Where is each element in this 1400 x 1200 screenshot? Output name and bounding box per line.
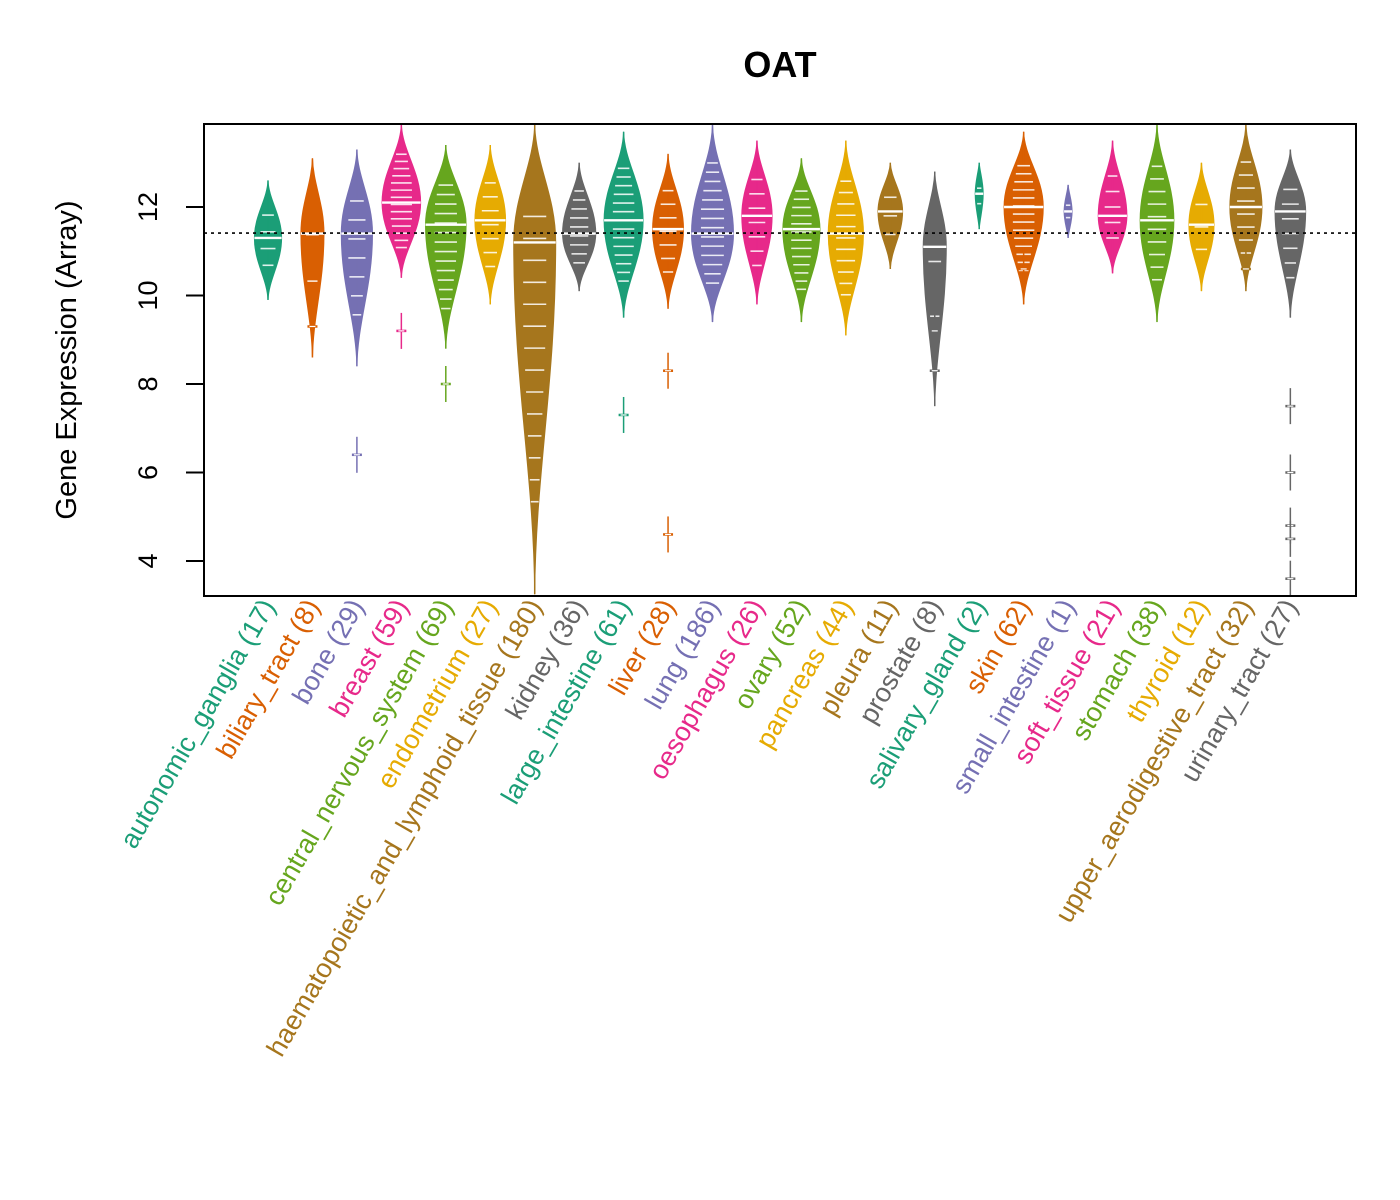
plot-frame <box>203 123 1357 597</box>
y-tick-label: 8 <box>133 376 163 391</box>
violin-pancreas <box>827 140 864 336</box>
violin-biliary-tract <box>300 158 325 358</box>
violin-autonomic-ganglia <box>253 180 283 300</box>
violin-endometrium <box>474 145 507 305</box>
violin-lung <box>690 123 735 323</box>
y-tick-label: 10 <box>133 280 163 310</box>
violin-pleura <box>877 162 904 269</box>
y-tick-label: 12 <box>133 192 163 222</box>
violins-layer <box>253 123 1307 597</box>
violin-breast <box>381 123 422 349</box>
violin-small-intestine <box>1063 184 1073 239</box>
violin-large-intestine <box>603 131 644 433</box>
chart-title: OAT <box>743 44 816 85</box>
violin-haematopoietic-and-lymphoid-tissue <box>513 123 557 595</box>
violin-soft-tissue <box>1097 140 1128 274</box>
y-tick-label: 6 <box>133 465 163 480</box>
violin-salivary-gland <box>974 162 984 230</box>
violin-skin <box>1003 131 1044 305</box>
y-tick-label: 4 <box>133 553 163 568</box>
violin-kidney <box>562 162 597 292</box>
violin-prostate <box>922 171 947 407</box>
violin-liver <box>652 153 685 553</box>
violin-urinary-tract <box>1274 149 1307 597</box>
y-axis: 4 6 8 10 12 <box>133 192 204 569</box>
violin-bone <box>340 149 374 473</box>
y-axis-label: Gene Expression (Array) <box>51 200 83 519</box>
violin-central-nervous-system <box>425 145 467 402</box>
violin-thyroid <box>1188 162 1215 292</box>
x-axis-labels: autonomic_ganglia (17)biliary_tract (8)b… <box>114 594 1303 1061</box>
violin-stomach <box>1139 123 1175 323</box>
violin-oesophagus <box>741 140 773 305</box>
violin-upper-aerodigestive-tract <box>1229 123 1263 292</box>
violin-ovary <box>782 158 821 323</box>
